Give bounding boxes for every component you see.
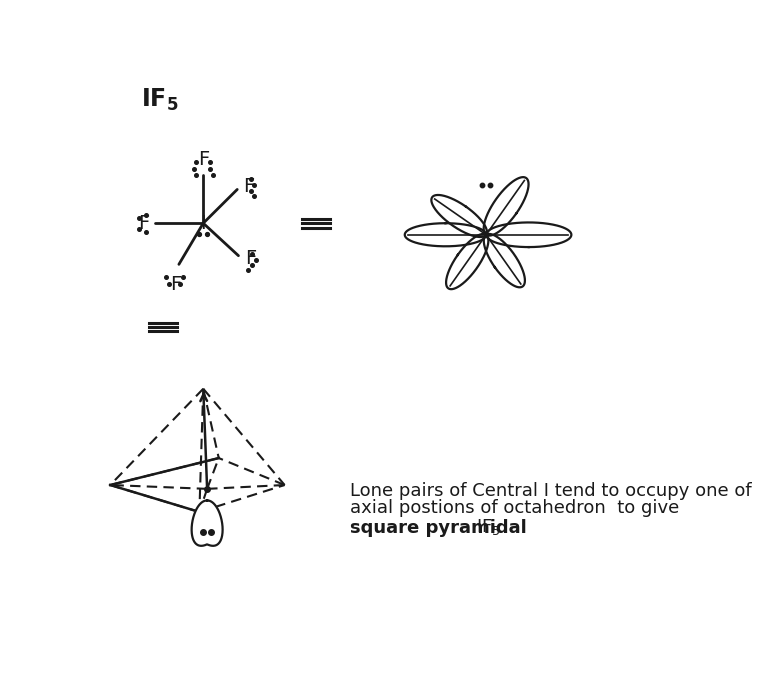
Text: I: I [200, 214, 206, 233]
Text: F: F [243, 177, 255, 196]
Text: square pyramidal: square pyramidal [350, 519, 528, 536]
Text: F: F [170, 275, 181, 294]
Text: F: F [245, 249, 256, 269]
Text: $\mathbf{IF_5}$: $\mathbf{IF_5}$ [141, 87, 179, 113]
Text: F: F [198, 150, 209, 170]
Text: Lone pairs of Central I tend to occupy one of: Lone pairs of Central I tend to occupy o… [350, 483, 752, 501]
Text: IF$_5$: IF$_5$ [476, 517, 501, 536]
Polygon shape [192, 501, 223, 546]
Text: F: F [138, 214, 149, 233]
Text: axial postions of octahedron  to give: axial postions of octahedron to give [350, 499, 680, 518]
